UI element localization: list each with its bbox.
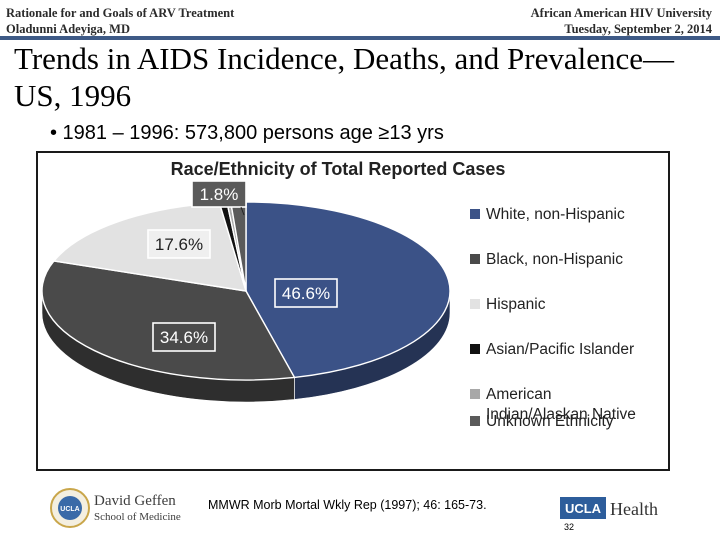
header-right: African American HIV University Tuesday,…	[531, 5, 712, 37]
data-label-box-1	[274, 278, 338, 308]
chart-title: Race/Ethnicity of Total Reported Cases	[171, 159, 506, 179]
legend-swatch-5	[470, 389, 480, 399]
slide-bullet: • 1981 – 1996: 573,800 persons age ≥13 y…	[50, 122, 444, 144]
ucla-block-icon	[560, 497, 606, 519]
ucla-health-logo: UCLA Health	[560, 497, 658, 519]
data-label-6: 1.8%	[200, 185, 239, 204]
legend-swatch-4	[470, 344, 480, 354]
geffen-seal-text: UCLA	[60, 506, 79, 513]
slide-header: Rationale for and Goals of ARV Treatment…	[0, 0, 720, 36]
data-label-box-2	[152, 322, 216, 352]
geffen-school: School of Medicine	[94, 511, 181, 523]
legend-label-5-line2: Indian/Alaskan Native	[486, 406, 636, 423]
pie-chart-panel: Race/Ethnicity of Total Reported Cases 46…	[36, 151, 670, 471]
legend-label-4: Asian/Pacific Islander	[486, 341, 634, 358]
legend-swatch-1	[470, 209, 480, 219]
geffen-school-logo: UCLA David Geffen School of Medicine	[50, 488, 181, 528]
header-course-title: Rationale for and Goals of ARV Treatment	[6, 6, 235, 20]
legend-label-6: Unknown Ethnicity	[486, 413, 614, 430]
geffen-name: David Geffen	[94, 493, 176, 509]
header-divider	[0, 36, 720, 40]
legend-swatch-2	[470, 254, 480, 264]
legend-label-5-line1: American	[486, 386, 551, 403]
header-event-name: African American HIV University	[530, 6, 712, 20]
data-label-3: 17.6%	[155, 235, 203, 254]
page-number: 32	[564, 522, 575, 532]
ucla-health-word: Health	[610, 499, 658, 519]
data-label-box-6	[191, 180, 247, 208]
legend-label-3: Hispanic	[486, 296, 546, 313]
data-label-leader	[240, 206, 245, 216]
header-presenter: Oladunni Adeyiga, MD	[6, 22, 130, 36]
pie-slice-1	[245, 201, 451, 379]
legend-swatch-6	[470, 416, 480, 426]
ucla-mark: UCLA	[565, 501, 602, 516]
legend-swatch-3	[470, 299, 480, 309]
pie-slice-2	[41, 260, 296, 381]
data-label-2: 34.6%	[160, 328, 208, 347]
header-date: Tuesday, September 2, 2014	[564, 22, 712, 36]
legend-label-2: Black, non-Hispanic	[486, 251, 623, 268]
geffen-seal-inner-icon	[58, 496, 82, 520]
citation: MMWR Morb Mortal Wkly Rep (1997); 46: 16…	[208, 498, 487, 512]
header-left: Rationale for and Goals of ARV Treatment…	[6, 5, 234, 37]
data-label-1: 46.6%	[282, 284, 330, 303]
data-label-box-3	[147, 229, 211, 259]
pie-chart: Race/Ethnicity of Total Reported Cases 46…	[41, 159, 636, 430]
legend-label-1: White, non-Hispanic	[486, 206, 625, 223]
slide-title: Trends in AIDS Incidence, Deaths, and Pr…	[14, 41, 675, 113]
